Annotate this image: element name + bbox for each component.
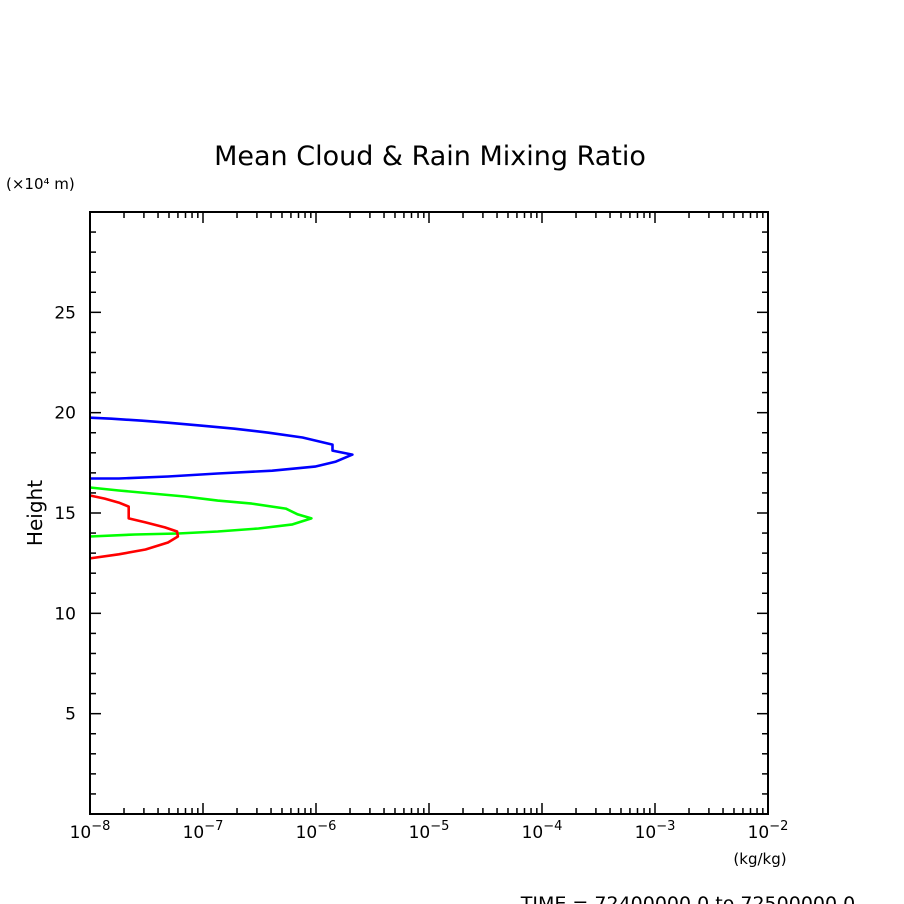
series-line-2 [89,494,180,560]
x-tick-label: 10−2 [748,819,789,843]
x-tick-label: 10−6 [296,819,337,843]
chart-title: Mean Cloud & Rain Mixing Ratio [214,141,646,172]
y-tick-label: 15 [54,504,76,524]
y-unit-label: (×10⁴ m) [6,175,75,193]
x-unit-label: (kg/kg) [733,850,786,868]
y-tick-label: 25 [54,303,76,323]
y-tick-label: 10 [54,604,76,624]
x-tick-label: 10−8 [70,819,111,843]
series-line-0 [89,416,354,480]
y-tick-label: 5 [65,705,76,725]
x-tick-label: 10−5 [409,819,450,843]
plot-frame [89,211,769,815]
series-line-1 [89,486,313,538]
time-footer: TIME = 72400000.0 to 72500000.0 [520,893,855,904]
x-tick-label: 10−7 [183,819,224,843]
y-axis-label: Height [23,480,47,546]
y-tick-label: 20 [54,404,76,424]
x-tick-label: 10−3 [635,819,676,843]
x-tick-label: 10−4 [522,819,563,843]
